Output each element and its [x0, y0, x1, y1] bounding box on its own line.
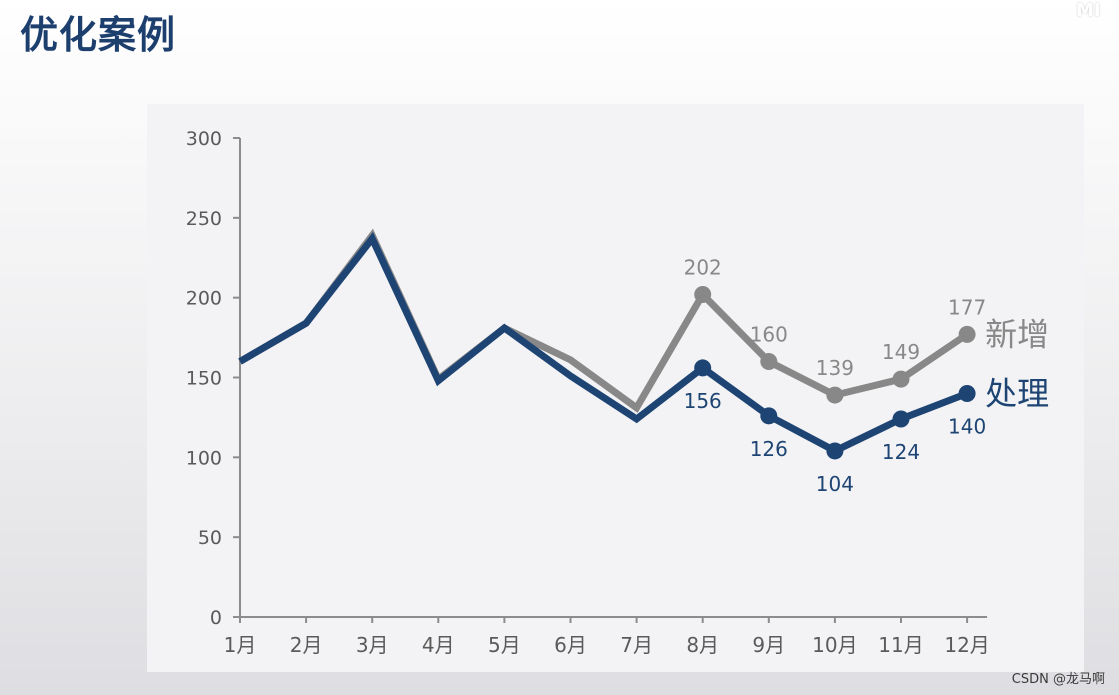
x-tick-label: 3月: [356, 633, 389, 657]
series-line-processed: [238, 231, 969, 455]
x-tick-label: 11月: [878, 633, 923, 657]
x-tick-label: 10月: [812, 633, 857, 657]
x-tick-label: 7月: [620, 633, 653, 657]
data-labels-layer: 202 160 139 149 177 156 126 104 124 140: [684, 255, 987, 495]
data-label: 104: [816, 472, 854, 496]
data-point-marker: [892, 410, 910, 428]
data-point-marker: [760, 353, 778, 371]
y-tick-label: 200: [186, 288, 222, 310]
data-label: 124: [882, 440, 920, 464]
corner-logo-text: MI: [1076, 0, 1101, 21]
y-tick-label: 300: [186, 128, 222, 150]
data-point-marker: [826, 386, 844, 404]
data-label: 160: [750, 323, 788, 347]
data-point-marker: [892, 370, 910, 388]
x-tick-label: 5月: [488, 633, 521, 657]
data-point-marker: [694, 285, 712, 303]
legend-label-processed: 处理: [985, 374, 1049, 412]
x-tick-label: 8月: [686, 633, 719, 657]
x-tick-label: 12月: [944, 633, 989, 657]
y-tick-label: 150: [186, 368, 222, 390]
legend-label-new: 新增: [985, 315, 1049, 353]
series-layer: [238, 228, 976, 460]
data-label: 202: [684, 255, 722, 279]
data-point-marker: [958, 325, 976, 343]
data-point-marker: [760, 407, 778, 425]
data-label: 139: [816, 356, 854, 380]
data-label: 140: [948, 414, 986, 438]
data-label: 126: [750, 437, 788, 461]
y-tick-label: 100: [186, 447, 222, 469]
watermark: CSDN @龙马啊: [1011, 672, 1105, 687]
series-line-new: [238, 228, 970, 413]
data-label: 149: [882, 340, 920, 364]
x-tick-label: 4月: [422, 633, 455, 657]
axes: 0 50 100 150 200 250 300 1月 2月 3月 4月 5月 6月 7月 8月 9月 10月 1…: [186, 128, 990, 657]
x-tick-label: 2月: [290, 633, 323, 657]
x-tick-label: 1月: [224, 633, 257, 657]
y-tick-label: 0: [210, 607, 222, 629]
data-point-marker: [958, 384, 976, 402]
data-point-marker: [826, 442, 844, 460]
slide-title: 优化案例: [20, 13, 177, 57]
x-tick-label: 6月: [554, 633, 587, 657]
data-label: 156: [684, 389, 722, 413]
y-tick-label: 50: [198, 527, 222, 549]
y-tick-label: 250: [186, 208, 222, 230]
data-point-marker: [694, 359, 712, 377]
chart-card: [147, 104, 1084, 672]
data-label: 177: [948, 295, 986, 319]
x-tick-label: 9月: [752, 633, 785, 657]
